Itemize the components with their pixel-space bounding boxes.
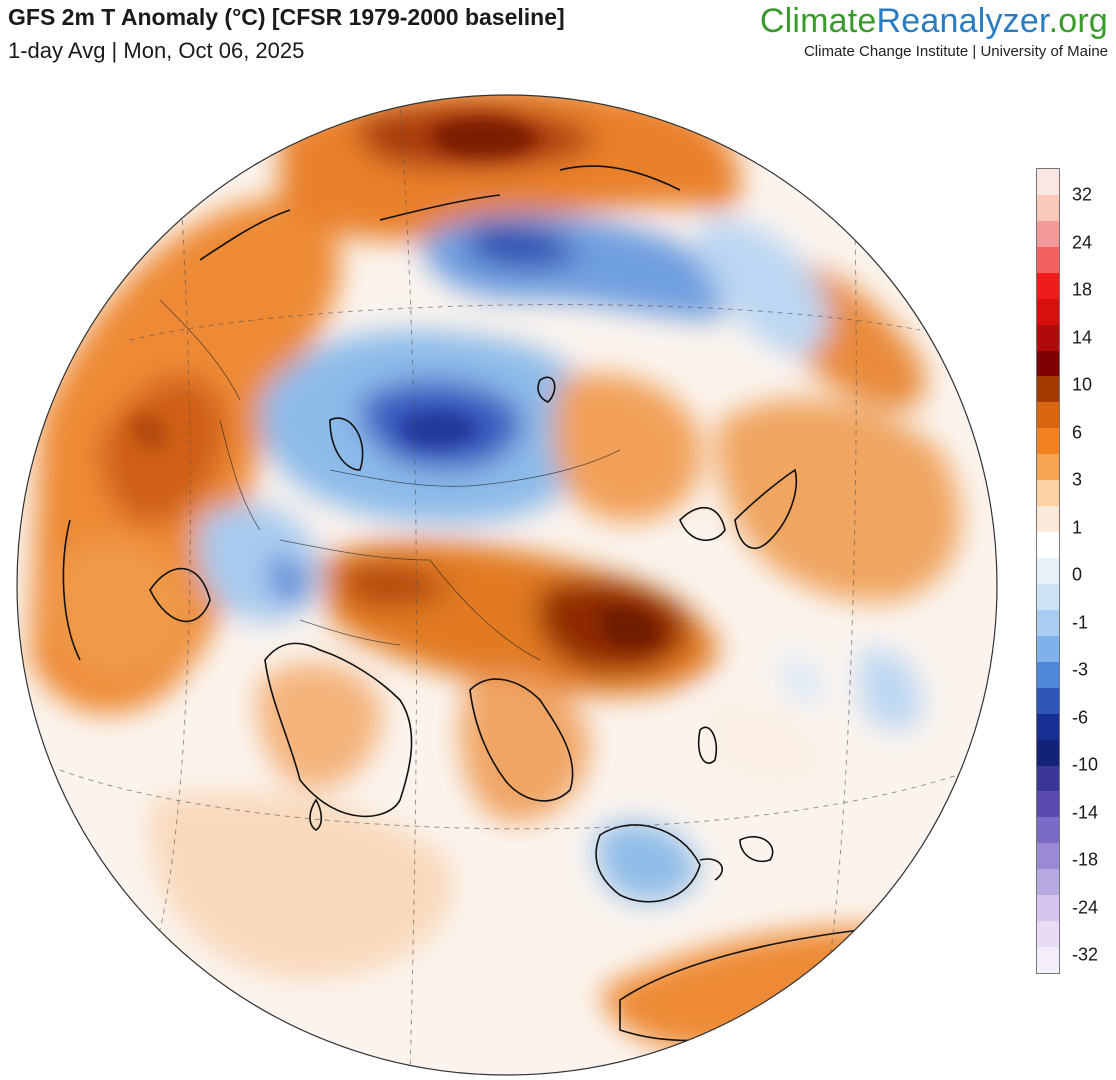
- colorbar-tick-label: 1: [1072, 517, 1083, 537]
- colorbar-tick-label: 0: [1072, 564, 1083, 585]
- colorbar-segment: [1037, 947, 1059, 974]
- colorbar-tick-label: 10: [1072, 374, 1093, 395]
- colorbar-segment: [1037, 324, 1059, 352]
- colorbar-segment: [1037, 169, 1059, 196]
- brand-block[interactable]: ClimateReanalyzer.org Climate Change Ins…: [760, 2, 1108, 60]
- colorbar-segment: [1037, 609, 1059, 637]
- anomaly-field: [30, 95, 961, 1053]
- colorbar-segment: [1037, 246, 1059, 274]
- brand-logo-climate: Climate: [759, 2, 877, 40]
- colorbar-segment: [1037, 428, 1059, 455]
- colorbar-segment: [1037, 791, 1059, 818]
- colorbar-segment: [1037, 661, 1059, 689]
- map-subtitle: 1-day Avg | Mon, Oct 06, 2025: [8, 38, 305, 63]
- colorbar-segment: [1037, 376, 1059, 403]
- globe-surface: [17, 95, 997, 1075]
- colorbar-segment: [1037, 583, 1059, 611]
- colorbar-tick-label: 24: [1072, 232, 1093, 252]
- colorbar-segment: [1037, 480, 1059, 507]
- colorbar-tick-label: -14: [1072, 802, 1099, 822]
- colorbar-segment: [1037, 506, 1059, 533]
- colorbar-tick-label: -1: [1072, 612, 1089, 632]
- brand-logo-reanalyzer: Reanalyzer: [876, 2, 1049, 40]
- colorbar-tick-label: 3: [1072, 469, 1083, 490]
- colorbar-segment: [1037, 687, 1059, 715]
- colorbar-segment: [1037, 350, 1059, 377]
- colorbar-segment: [1037, 817, 1059, 844]
- colorbar-segment: [1037, 765, 1059, 792]
- colorbar-segment: [1037, 298, 1059, 326]
- brand-tagline: Climate Change Institute | University of…: [803, 43, 1108, 60]
- colorbar-segment: [1037, 558, 1059, 585]
- colorbar-segment: [1037, 635, 1059, 663]
- borders: [159, 299, 621, 661]
- colorbar-tick-label: -3: [1072, 659, 1089, 680]
- colorbar-segment: [1037, 921, 1059, 948]
- colorbar-segment: [1037, 843, 1059, 870]
- colorbar-tick-label: -24: [1072, 897, 1099, 917]
- globe-outline: [16, 94, 998, 1076]
- colorbar-segment: [1037, 739, 1059, 766]
- colorbar-tick-label: -10: [1072, 754, 1099, 775]
- colorbar-tick-label: 14: [1072, 327, 1093, 347]
- colorbar-segment: [1037, 895, 1059, 922]
- colorbar-segment: [1037, 869, 1059, 896]
- anomaly-detail: [130, 117, 660, 649]
- graticule: [59, 99, 997, 1075]
- colorbar-tick-label: -6: [1072, 707, 1089, 727]
- colorbar-segment: [1037, 220, 1059, 248]
- brand-logo[interactable]: ClimateReanalyzer.org: [760, 2, 1108, 41]
- brand-logo-org: .org: [1048, 2, 1108, 40]
- colorbar-tick-label: 18: [1072, 279, 1093, 300]
- colorbar-segment: [1037, 713, 1059, 741]
- colorbar-segment: [1037, 194, 1059, 222]
- colorbar-segment: [1037, 454, 1059, 481]
- colorbar-segment: [1037, 272, 1059, 300]
- colorbar-segment: [1037, 402, 1059, 429]
- colorbar-tick-label: -18: [1072, 849, 1099, 870]
- map-title: GFS 2m T Anomaly (°C) [CFSR 1979-2000 ba…: [8, 4, 565, 30]
- colorbar-tick-label: -32: [1072, 944, 1099, 965]
- colorbar-tick-label: 6: [1072, 422, 1083, 442]
- colorbar: [1036, 168, 1060, 974]
- colorbar-tick-label: 32: [1072, 184, 1093, 205]
- colorbar-segment: [1037, 532, 1059, 559]
